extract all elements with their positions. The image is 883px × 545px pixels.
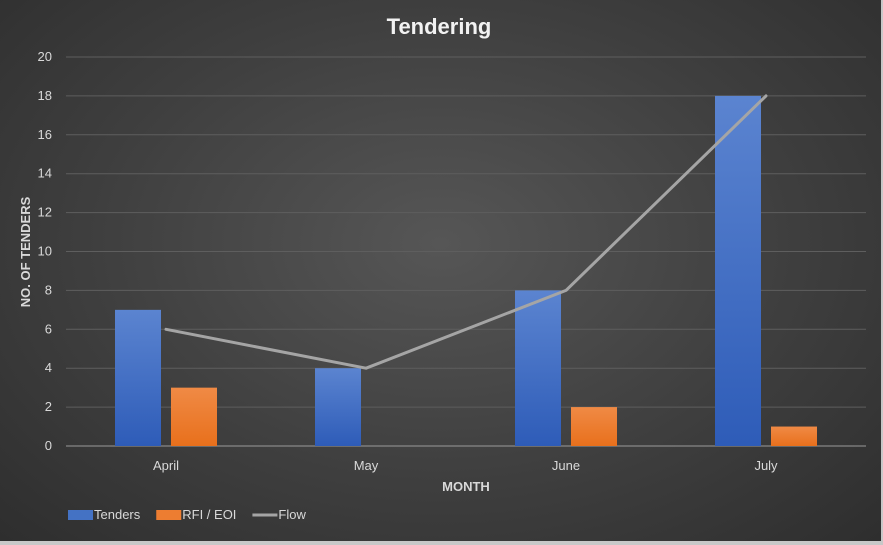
y-tick-12: 12 (38, 205, 52, 220)
bar-rfi-eoi-june (571, 407, 617, 446)
legend-label-flow: Flow (278, 507, 306, 522)
x-tick-june: June (552, 458, 580, 473)
bar-tenders-april (115, 309, 161, 446)
y-tick-18: 18 (38, 88, 52, 103)
bar-rfi-eoi-july (771, 426, 817, 446)
x-axis-label: MONTH (442, 479, 490, 494)
x-tick-may: May (354, 458, 379, 473)
bar-rfi-eoi-april (171, 387, 217, 446)
y-tick-labels: 0 2 4 6 8 10 12 14 16 18 20 (38, 49, 52, 453)
y-tick-16: 16 (38, 127, 52, 142)
y-tick-8: 8 (45, 282, 52, 297)
flow-line (164, 94, 768, 370)
bar-tenders-july (715, 95, 761, 447)
bar-tenders-june (515, 290, 561, 446)
y-tick-4: 4 (45, 360, 52, 375)
chart-title: Tendering (387, 14, 492, 39)
y-tick-20: 20 (38, 49, 52, 64)
x-tick-april: April (153, 458, 179, 473)
x-tick-labels: April May June July (153, 458, 778, 473)
legend-label-rfi-eoi: RFI / EOI (182, 507, 236, 522)
x-tick-july: July (754, 458, 778, 473)
y-tick-2: 2 (45, 399, 52, 414)
y-tick-0: 0 (45, 438, 52, 453)
legend-swatch-tenders (68, 510, 93, 520)
legend-swatch-rfi-eoi (156, 510, 182, 520)
legend-label-tenders: Tenders (94, 507, 141, 522)
y-axis-label: NO. OF TENDERS (18, 196, 33, 307)
legend: Tenders RFI / EOI Flow (68, 507, 306, 522)
flow-line-group (164, 94, 768, 370)
y-tick-6: 6 (45, 321, 52, 336)
bars (115, 95, 817, 447)
y-tick-10: 10 (38, 244, 52, 259)
y-tick-14: 14 (38, 166, 52, 181)
bar-tenders-may (315, 368, 361, 446)
